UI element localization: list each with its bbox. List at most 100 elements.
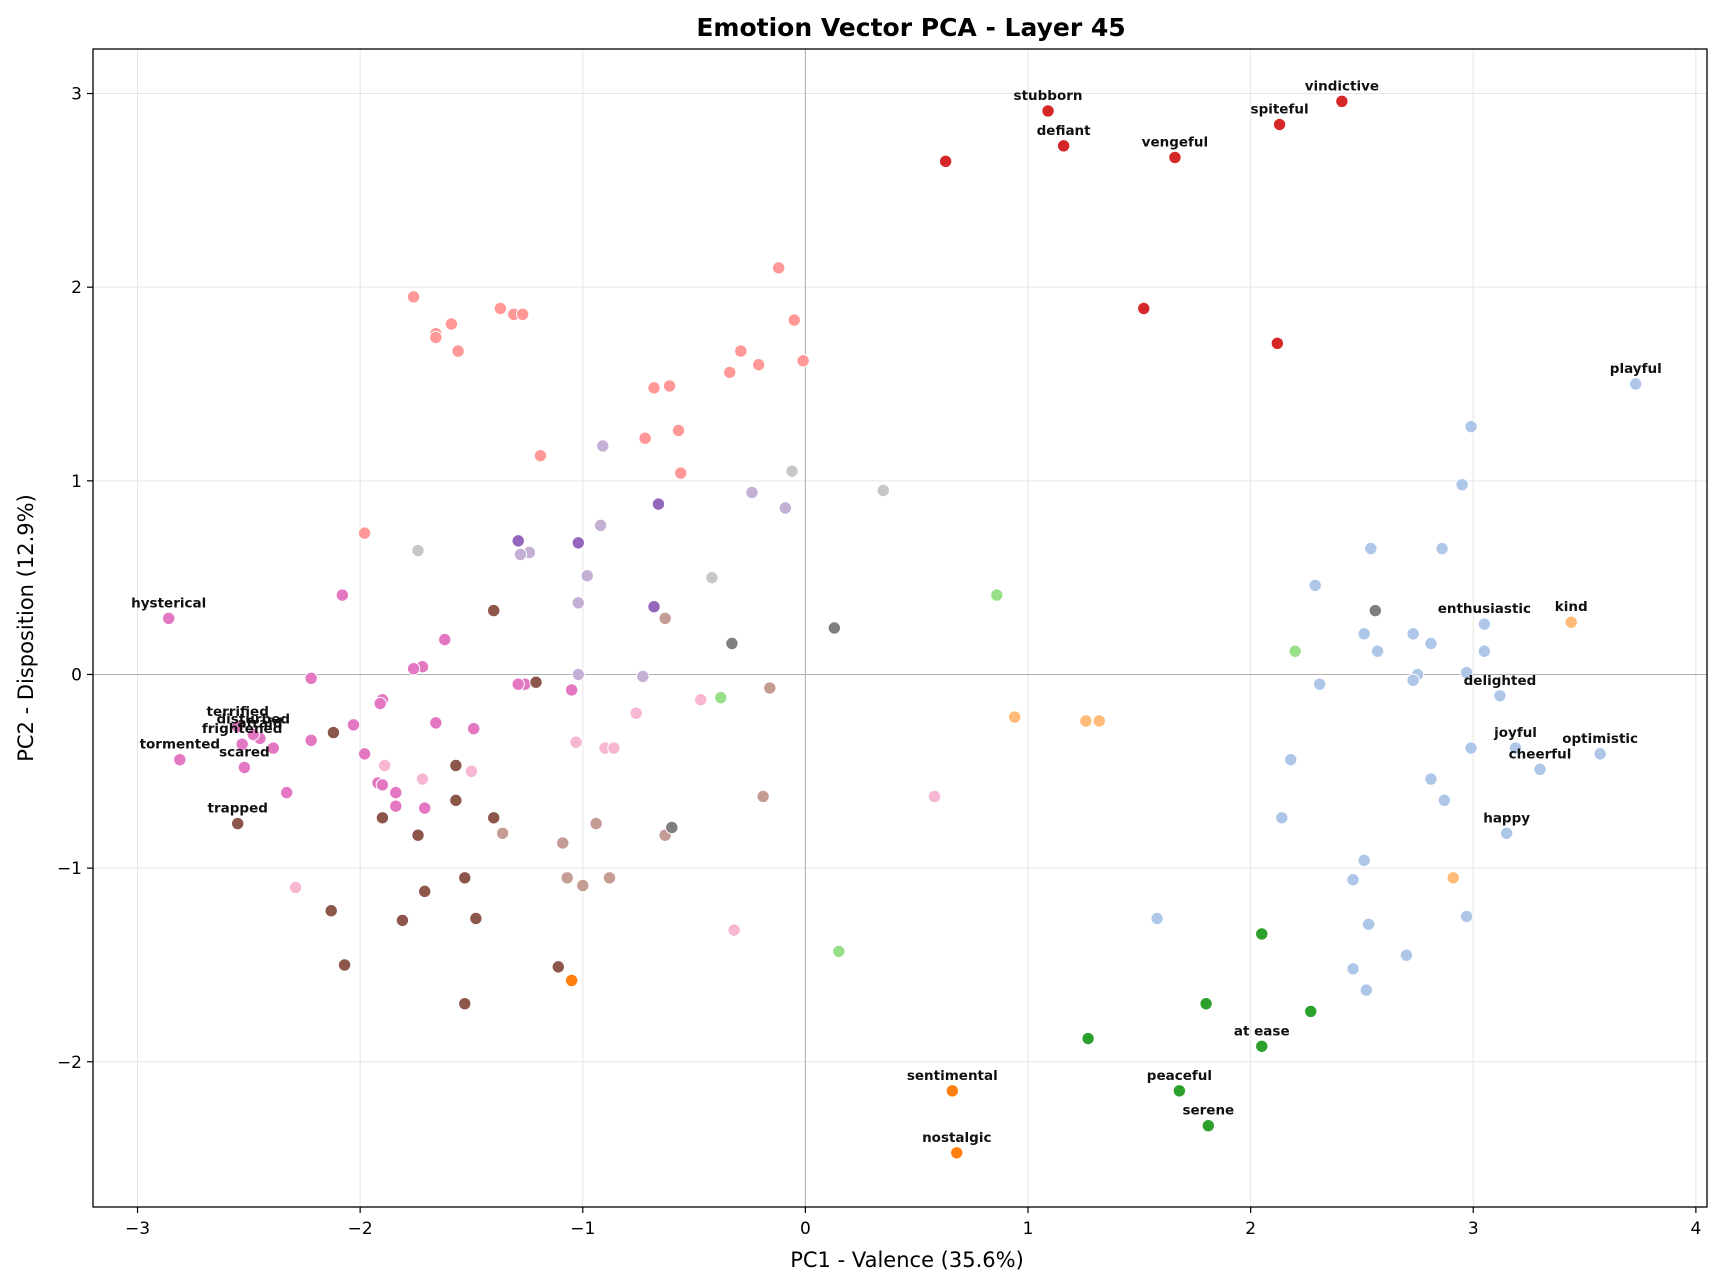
data-point <box>1437 793 1452 808</box>
data-point <box>493 301 508 316</box>
data-point <box>1406 627 1420 641</box>
data-point <box>346 718 361 732</box>
data-point <box>389 785 403 800</box>
data-point <box>576 878 590 893</box>
data-point <box>451 344 465 358</box>
data-point <box>1168 150 1182 165</box>
point-label: sentimental <box>907 1068 998 1084</box>
y-tick-label: −2 <box>57 1053 82 1073</box>
point-label: scared <box>219 744 270 760</box>
x-tick-label: −2 <box>348 1219 373 1239</box>
data-point <box>449 793 463 808</box>
data-point <box>945 1084 960 1098</box>
data-point <box>1335 94 1349 108</box>
data-point <box>671 423 686 438</box>
data-point <box>589 816 603 831</box>
data-point <box>658 611 672 626</box>
data-point <box>1424 636 1438 651</box>
data-point <box>796 354 810 368</box>
data-point <box>469 911 483 926</box>
data-point <box>511 534 525 548</box>
data-point <box>1370 644 1385 658</box>
data-point <box>464 764 479 778</box>
data-point <box>406 661 421 676</box>
data-point <box>429 330 443 345</box>
data-point <box>326 725 341 740</box>
data-point <box>1079 714 1093 728</box>
data-point <box>938 154 953 169</box>
chart-title: Emotion Vector PCA - Layer 45 <box>696 13 1125 42</box>
data-point <box>406 290 421 304</box>
x-tick-label: 1 <box>1023 1219 1034 1239</box>
data-point <box>647 381 661 395</box>
data-point <box>1399 948 1414 962</box>
data-point <box>357 526 372 540</box>
data-point <box>756 789 770 804</box>
data-point <box>375 778 390 792</box>
data-point <box>1092 714 1106 728</box>
point-label: nostalgic <box>922 1130 991 1146</box>
data-point <box>466 721 481 736</box>
point-label: joyful <box>1493 725 1537 741</box>
data-point <box>373 696 387 711</box>
data-point <box>533 448 548 463</box>
point-label: optimistic <box>1562 731 1638 747</box>
point-label: happy <box>1483 810 1530 826</box>
data-point <box>335 588 350 602</box>
y-tick-label: 1 <box>71 472 82 492</box>
data-point <box>1357 853 1371 868</box>
data-point <box>1361 917 1376 931</box>
point-label: disturbed <box>217 712 291 728</box>
data-point <box>389 799 403 813</box>
data-point <box>1270 336 1285 351</box>
data-point <box>629 706 643 720</box>
data-point <box>375 811 390 825</box>
data-point <box>1255 1039 1269 1053</box>
data-point <box>722 365 737 380</box>
data-point <box>395 913 410 928</box>
data-point <box>279 785 294 800</box>
data-point <box>1308 578 1322 593</box>
data-point <box>1424 772 1438 786</box>
data-point <box>444 317 459 331</box>
point-label: delighted <box>1464 673 1537 689</box>
data-point <box>694 692 708 707</box>
data-point <box>1477 644 1492 658</box>
data-point <box>651 497 666 511</box>
data-point <box>674 466 688 480</box>
data-point <box>377 758 392 773</box>
data-point <box>1283 752 1298 767</box>
data-point <box>727 923 741 937</box>
point-label: tormented <box>140 737 221 753</box>
data-point <box>304 733 318 748</box>
point-label: stubborn <box>1014 88 1083 104</box>
data-point <box>607 741 621 755</box>
point-label: serene <box>1182 1103 1234 1119</box>
data-point <box>662 379 677 393</box>
point-label: terrified <box>207 704 269 720</box>
data-point <box>1508 741 1523 755</box>
data-point <box>1172 1084 1187 1098</box>
data-point <box>785 464 799 478</box>
data-point <box>515 307 530 321</box>
data-point <box>1137 301 1151 316</box>
point-label: enthusiastic <box>1438 601 1531 617</box>
y-axis-label: PC2 - Disposition (12.9%) <box>14 494 38 762</box>
data-point <box>1593 747 1607 761</box>
data-point <box>495 826 510 840</box>
x-tick-label: −3 <box>125 1219 150 1239</box>
data-point <box>571 536 586 550</box>
data-point <box>602 871 617 885</box>
point-label: defiant <box>1037 123 1092 139</box>
y-tick-label: 0 <box>71 665 82 685</box>
data-point <box>304 671 318 686</box>
data-point <box>231 816 245 831</box>
data-point <box>1255 927 1269 941</box>
data-point <box>950 1146 964 1160</box>
data-point <box>529 675 543 689</box>
data-point <box>246 727 260 742</box>
data-point <box>1357 627 1371 641</box>
data-point <box>1346 962 1360 976</box>
data-point <box>161 611 176 626</box>
